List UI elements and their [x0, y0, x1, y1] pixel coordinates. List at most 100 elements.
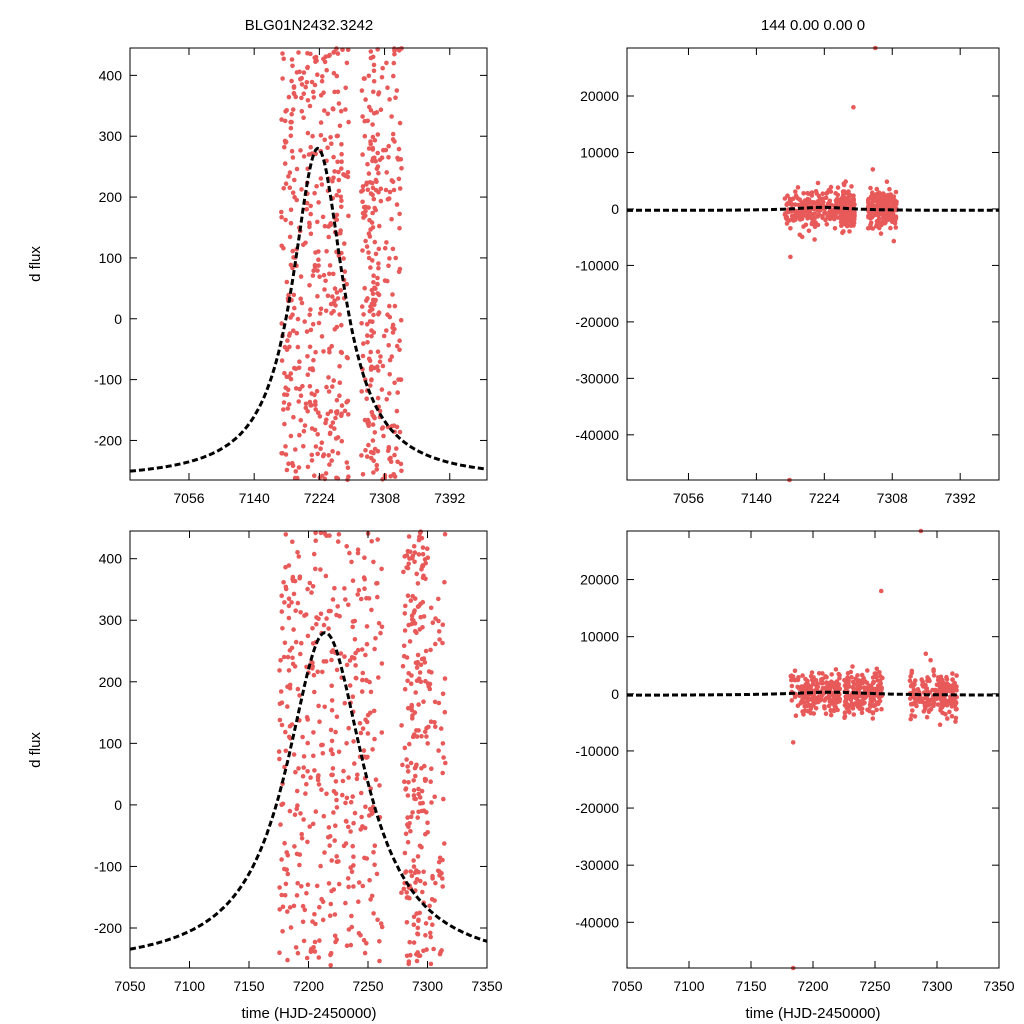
data-point [327, 346, 332, 352]
data-point [330, 420, 336, 425]
data-point [865, 197, 871, 203]
data-point [335, 604, 341, 609]
data-point [883, 205, 889, 211]
data-point [303, 240, 308, 246]
data-point [373, 777, 379, 782]
data-point [327, 913, 333, 918]
data-point [371, 708, 377, 714]
data-point [375, 580, 380, 586]
data-point [309, 79, 315, 85]
data-point [370, 422, 376, 427]
data-point [360, 248, 365, 253]
data-point [293, 386, 299, 391]
data-point [303, 84, 309, 90]
data-point [329, 707, 335, 713]
data-point [290, 155, 296, 160]
data-point [430, 620, 436, 625]
data-point [358, 933, 363, 938]
data-point [288, 133, 294, 139]
data-point [414, 678, 420, 683]
data-point [360, 211, 366, 216]
data-point [398, 317, 404, 323]
data-point [363, 717, 368, 722]
data-point [801, 693, 807, 698]
data-point [340, 47, 345, 52]
data-point [411, 914, 417, 920]
data-point [850, 664, 855, 669]
data-point [837, 698, 842, 704]
data-point [360, 199, 365, 205]
data-point [851, 712, 857, 717]
data-point [813, 706, 819, 711]
data-point [324, 417, 329, 423]
data-point [410, 713, 415, 718]
data-point [409, 673, 414, 678]
data-point [325, 145, 330, 150]
data-point [364, 678, 370, 683]
data-point [277, 756, 282, 762]
data-point [300, 903, 306, 909]
data-point [433, 641, 438, 647]
data-point [334, 937, 340, 942]
data-point [291, 752, 297, 757]
data-point [923, 651, 929, 657]
data-point [328, 409, 334, 414]
data-point [342, 700, 348, 706]
data-point [305, 586, 310, 592]
data-point [373, 251, 379, 257]
data-point [391, 187, 397, 193]
data-point [421, 869, 426, 875]
data-point [440, 770, 446, 776]
y-tick-label: -10000 [575, 257, 619, 273]
data-point [366, 255, 372, 261]
data-point [346, 725, 352, 731]
data-point [325, 835, 331, 840]
data-point [294, 788, 300, 794]
data-point [784, 214, 790, 220]
data-point [389, 114, 394, 119]
data-point [379, 426, 385, 431]
data-point [334, 73, 340, 79]
data-point [874, 222, 880, 227]
x-tick-label: 7392 [434, 490, 465, 506]
data-point [387, 391, 392, 396]
data-point [387, 372, 393, 377]
data-point [372, 138, 378, 143]
data-point [836, 682, 842, 687]
data-point [297, 693, 302, 698]
data-point [344, 662, 350, 668]
data-point [375, 917, 380, 923]
data-point [339, 350, 345, 356]
data-point [286, 596, 292, 601]
data-point [308, 775, 313, 780]
data-point [310, 133, 315, 139]
data-point [295, 950, 301, 956]
data-point [849, 675, 854, 680]
data-point [303, 612, 309, 617]
data-point [951, 688, 956, 694]
data-point [880, 675, 885, 681]
data-point [425, 546, 430, 551]
data-point [393, 95, 398, 100]
data-point [310, 89, 316, 95]
data-point [326, 825, 332, 830]
data-point [334, 714, 340, 720]
data-point [283, 444, 288, 449]
data-point [336, 881, 342, 887]
data-point [350, 624, 356, 630]
data-point [848, 216, 853, 222]
data-point [829, 681, 834, 686]
data-point [370, 158, 375, 164]
data-point [366, 596, 372, 601]
data-point [358, 596, 364, 602]
data-point [859, 710, 865, 716]
data-point [412, 559, 417, 565]
data-point [317, 719, 322, 724]
data-point [416, 552, 422, 557]
data-point [802, 708, 808, 713]
data-point [871, 197, 876, 202]
data-point [941, 688, 947, 694]
data-point [370, 291, 376, 297]
data-point [391, 60, 397, 66]
data-point [364, 396, 370, 402]
